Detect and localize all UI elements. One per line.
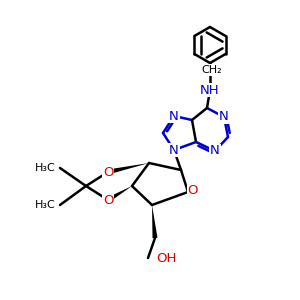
Text: N: N: [219, 110, 229, 124]
Text: O: O: [103, 166, 113, 178]
Text: N: N: [169, 143, 179, 157]
Polygon shape: [107, 186, 132, 202]
Polygon shape: [152, 205, 158, 238]
Text: NH: NH: [200, 83, 220, 97]
Text: O: O: [188, 184, 198, 197]
Polygon shape: [107, 163, 149, 174]
Text: N: N: [169, 110, 179, 122]
Text: H₃C: H₃C: [35, 163, 56, 173]
Text: OH: OH: [156, 251, 176, 265]
Text: N: N: [210, 145, 220, 158]
Text: O: O: [103, 194, 113, 206]
Text: CH₂: CH₂: [202, 65, 222, 75]
Text: H₃C: H₃C: [35, 200, 56, 210]
